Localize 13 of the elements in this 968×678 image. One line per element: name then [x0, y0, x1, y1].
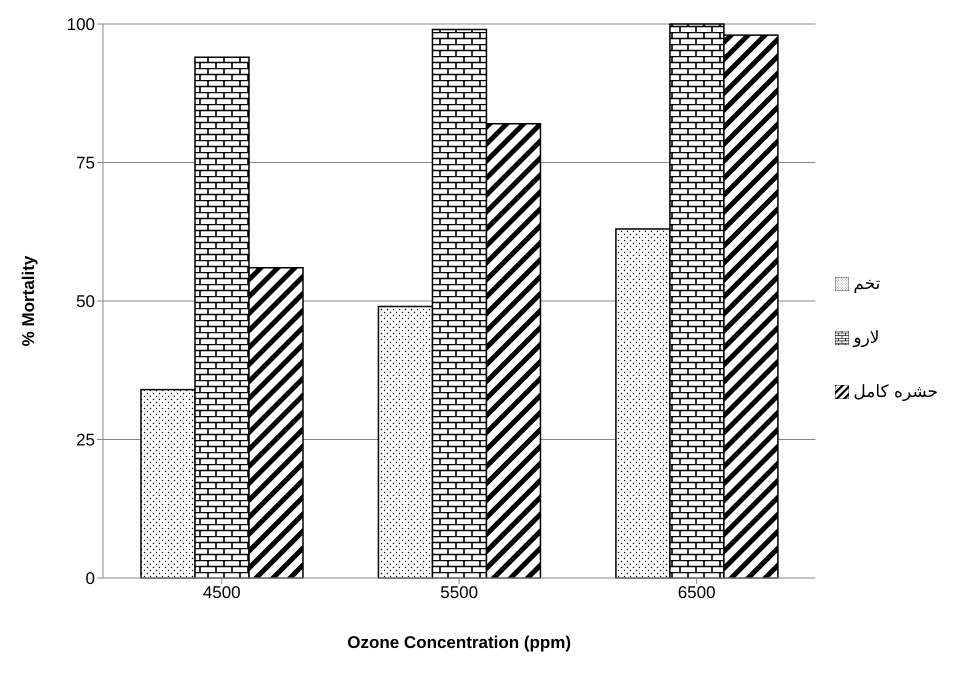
y-tick-label: 0 — [86, 569, 95, 588]
y-tick-label: 100 — [66, 15, 95, 34]
y-tick-label: 25 — [76, 430, 95, 450]
x-tick-label: 4500 — [202, 583, 241, 602]
y-tick-label: 75 — [76, 154, 95, 173]
legend-label: لارو — [853, 328, 880, 348]
x-tick-label: 5500 — [440, 583, 478, 602]
legend-label: حشره کامل — [853, 382, 938, 402]
y-tick-label: 50 — [76, 292, 95, 312]
x-axis-title: Ozone Concentration (ppm) — [347, 633, 572, 652]
y-axis-title: % Mortality — [19, 255, 38, 346]
x-tick-label: 6500 — [678, 583, 716, 602]
legend-label: تخم — [853, 274, 880, 294]
